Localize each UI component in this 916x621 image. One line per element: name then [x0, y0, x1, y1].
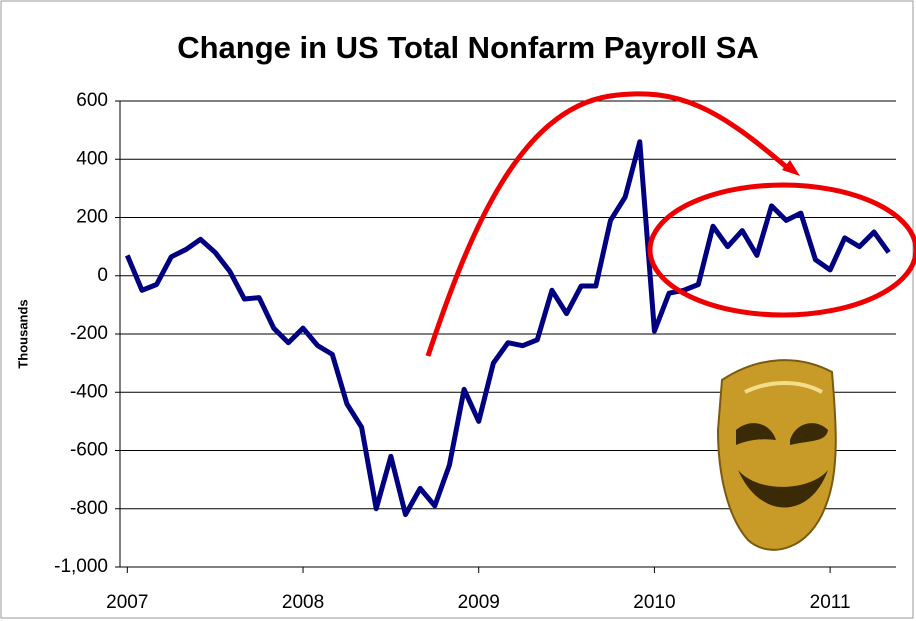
y-tick-label: 400 [76, 148, 108, 169]
x-tick-label: 2010 [633, 592, 675, 613]
x-tick-label: 2008 [282, 592, 324, 613]
y-axis-label: Thousands [15, 299, 30, 368]
y-tick-label: 200 [76, 207, 108, 228]
comedy-mask [718, 360, 836, 550]
y-tick-label: -1,000 [54, 556, 108, 577]
chart: Change in US Total Nonfarm Payroll SA Th… [0, 0, 916, 621]
chart-title: Change in US Total Nonfarm Payroll SA [177, 30, 759, 65]
y-tick-label: -200 [70, 323, 108, 344]
y-tick-label: 600 [76, 90, 108, 111]
y-tick-label: -400 [70, 381, 108, 402]
page: {"chart_data": { "type": "line", "title"… [0, 0, 916, 621]
y-tick-label: 0 [97, 265, 108, 286]
x-tick-label: 2011 [810, 592, 851, 613]
y-tick-label: -800 [70, 498, 108, 519]
y-tick-label: -600 [70, 440, 108, 461]
x-tick-label: 2009 [458, 592, 500, 613]
x-tick-label: 2007 [106, 592, 148, 613]
